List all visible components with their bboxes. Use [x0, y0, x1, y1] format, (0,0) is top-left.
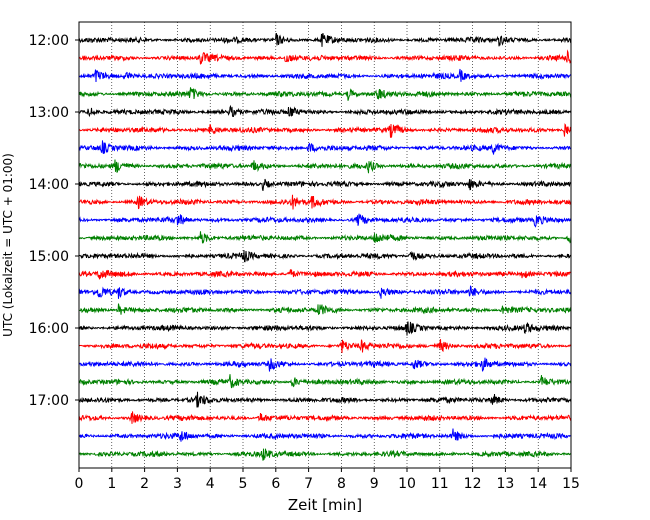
x-tick-label: 1: [107, 476, 116, 492]
seismogram-trace: [78, 285, 572, 299]
y-tick-label: 14:00: [29, 177, 69, 193]
x-tick-label: 12: [464, 476, 482, 492]
y-axis-ticks: 12:00 13:00 14:00 15:00 16:00 17:00: [29, 33, 79, 409]
x-tick-label: 6: [271, 476, 280, 492]
seismogram-trace: [78, 68, 572, 83]
seismogram-trace: [78, 104, 572, 118]
seismogram-trace: [78, 339, 572, 353]
y-axis-label: UTC (Lokalzeit = UTC + 01:00): [1, 153, 15, 337]
x-tick-label: 7: [304, 476, 313, 492]
seismogram-trace: [78, 159, 572, 174]
x-tick-label: 10: [398, 476, 416, 492]
x-tick-label: 3: [173, 476, 182, 492]
seismogram-trace: [78, 448, 572, 461]
seismogram-trace: [78, 87, 572, 101]
seismogram-traces: [78, 32, 572, 461]
seismogram-trace: [78, 411, 572, 424]
seismogram-trace: [78, 357, 572, 372]
seismogram-trace: [78, 428, 572, 442]
x-tick-label: 5: [239, 476, 248, 492]
seismogram-trace: [78, 231, 572, 244]
x-tick-label: 13: [496, 476, 514, 492]
seismogram-trace: [78, 123, 572, 138]
seismogram-trace: [78, 321, 572, 336]
seismogram-trace: [78, 178, 572, 191]
x-tick-label: 9: [370, 476, 379, 492]
seismogram-trace: [78, 194, 572, 210]
x-axis-label: Zeit [min]: [288, 496, 362, 514]
x-tick-label: 2: [140, 476, 149, 492]
x-tick-label: 4: [206, 476, 215, 492]
x-tick-label: 15: [562, 476, 580, 492]
seismogram-trace: [78, 374, 572, 389]
x-tick-label: 0: [75, 476, 84, 492]
seismogram-trace: [78, 250, 572, 263]
x-tick-label: 14: [529, 476, 547, 492]
seismogram-trace: [78, 391, 572, 408]
seismogram-trace: [78, 303, 572, 316]
seismogram-trace: [78, 269, 572, 280]
y-tick-label: 17:00: [29, 393, 69, 409]
seismogram-trace: [78, 32, 572, 47]
seismogram-trace: [78, 140, 572, 155]
y-tick-label: 15:00: [29, 249, 69, 265]
plot-frame: [78, 21, 572, 469]
x-axis-ticks: 0 1 2 3 4 5 6 7 8 9 10 11 12 13 14 15: [75, 468, 580, 492]
y-tick-label: 16:00: [29, 321, 69, 337]
x-tick-label: 11: [431, 476, 449, 492]
y-tick-label: 13:00: [29, 105, 69, 121]
seismogram-trace: [78, 213, 572, 228]
y-tick-label: 12:00: [29, 33, 69, 49]
vertical-grid: [111, 22, 539, 468]
x-tick-label: 8: [337, 476, 346, 492]
seismogram-trace: [78, 49, 572, 65]
